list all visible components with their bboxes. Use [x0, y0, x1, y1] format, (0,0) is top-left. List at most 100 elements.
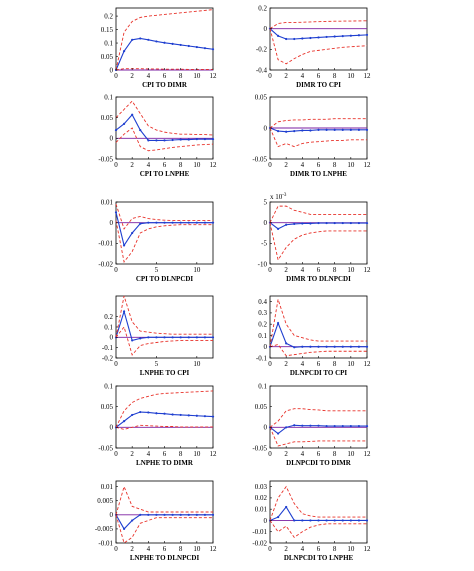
response-point — [122, 244, 126, 247]
x-tick-label: 0 — [268, 450, 272, 458]
y-tick-label: -0.2 — [102, 354, 114, 362]
response-point — [333, 519, 336, 522]
response-point — [276, 130, 280, 133]
response-point — [293, 222, 296, 226]
y-tick-label: -0.05 — [252, 444, 267, 452]
response-point — [187, 414, 190, 417]
x-tick-label: 4 — [301, 161, 305, 169]
response-point — [179, 513, 182, 516]
x-tick-label: 0 — [114, 266, 118, 274]
response-point — [195, 513, 198, 516]
y-tick-label: 0 — [264, 343, 268, 351]
response-point — [139, 37, 142, 40]
y-tick-label: 0.2 — [258, 4, 267, 12]
plot-frame — [269, 201, 368, 265]
panel-caption: DLNPCDI TO CPI — [290, 369, 348, 377]
panel-caption: CPI TO LNPHE — [140, 170, 190, 178]
x-tick-label: 12 — [364, 72, 372, 80]
response-point — [293, 37, 296, 41]
panel-caption: DLNPCDI TO LNPHE — [284, 554, 354, 562]
response-point — [357, 34, 361, 37]
response-point — [317, 36, 320, 39]
response-point — [179, 336, 182, 339]
x-tick-label: 10 — [347, 266, 355, 274]
x-tick-label: 10 — [347, 360, 355, 368]
response-point — [195, 221, 198, 224]
response-point — [122, 310, 126, 313]
response-point — [147, 139, 150, 142]
x-tick-label: 0 — [114, 360, 118, 368]
y-tick-label: 0.005 — [97, 497, 113, 505]
x-tick-label: 6 — [317, 360, 321, 368]
response-point — [365, 33, 369, 36]
response-point — [309, 424, 312, 427]
response-point — [285, 130, 288, 133]
response-point — [171, 221, 174, 224]
x-tick-label: 12 — [210, 72, 218, 80]
response-point — [122, 122, 126, 125]
response-point — [349, 128, 352, 131]
y-tick-label: 0.3 — [258, 309, 267, 317]
response-point — [139, 222, 142, 225]
panel-caption: CPI TO DIMR — [142, 81, 188, 89]
response-point — [325, 221, 328, 225]
y-tick-label: -0.02 — [98, 260, 113, 268]
x-tick-label: 8 — [333, 266, 337, 274]
y-tick-label: -0.05 — [98, 155, 113, 163]
x-tick-label: 0 — [268, 72, 272, 80]
response-point — [341, 35, 344, 38]
response-point — [203, 415, 207, 418]
y-tick-label: 0 — [110, 424, 114, 432]
axis-exponent-label: x 10-3 — [270, 193, 287, 201]
panel-caption: DIMR TO LNPHE — [290, 170, 347, 178]
response-point — [147, 336, 150, 339]
response-point — [163, 412, 166, 415]
response-point — [155, 412, 158, 415]
response-point — [203, 513, 207, 516]
y-tick-label: 0 — [264, 25, 268, 33]
response-point — [293, 346, 296, 349]
x-tick-label: 10 — [193, 161, 201, 169]
x-tick-label: 8 — [333, 360, 337, 368]
lower-band-line — [269, 127, 367, 148]
response-point — [203, 47, 207, 50]
panel-caption: LNPHE TO DLNPCDI — [130, 554, 200, 562]
irf-panel: 0 2 4 6 8 10 12 -0.01 -0.005 0 0.005 0.01 LNPHE TO D… — [95, 480, 217, 562]
y-tick-label: 0.01 — [255, 505, 268, 513]
response-point — [195, 138, 198, 141]
x-tick-label: 8 — [179, 72, 183, 80]
response-point — [171, 413, 174, 416]
y-tick-label: 0.1 — [258, 332, 267, 340]
response-point — [349, 519, 352, 522]
response-line — [115, 113, 213, 141]
response-point — [301, 424, 304, 427]
upper-band-line — [269, 118, 367, 129]
response-line — [115, 514, 213, 530]
response-point — [171, 42, 174, 45]
x-tick-label: 6 — [317, 450, 321, 458]
y-tick-label: -10 — [258, 260, 268, 268]
response-point — [211, 513, 215, 516]
y-tick-label: 0.1 — [258, 382, 267, 390]
x-tick-label: 2 — [130, 161, 134, 169]
x-tick-label: 4 — [147, 161, 151, 169]
x-tick-label: 10 — [193, 360, 201, 368]
y-tick-label: 0.05 — [101, 403, 114, 411]
x-tick-label: 10 — [347, 72, 355, 80]
response-point — [333, 128, 336, 131]
response-point — [357, 221, 361, 225]
plot-frame — [115, 96, 214, 160]
y-tick-label: 0.01 — [101, 483, 114, 491]
response-point — [155, 221, 158, 224]
x-tick-label: 2 — [130, 72, 134, 80]
upper-band-line — [269, 485, 367, 521]
panel-caption: DIMR TO CPI — [296, 81, 341, 89]
plot-frame — [115, 7, 214, 71]
response-line — [115, 212, 213, 247]
y-tick-label: 0 — [110, 66, 114, 74]
plot-frame — [269, 7, 368, 71]
response-point — [341, 519, 344, 522]
response-point — [349, 221, 352, 225]
y-tick-label: -0.05 — [252, 155, 267, 163]
